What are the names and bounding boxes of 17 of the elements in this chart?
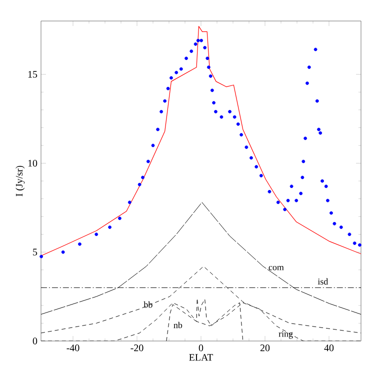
y-tick-label: 0 [32,338,38,344]
series-label: ring [278,330,293,339]
x-tick-label: 0 [198,344,204,352]
y-tick-label: 15 [28,70,38,78]
series-label: isd [318,278,328,285]
series-label: nb [174,322,182,328]
y-tick-label: 5 [33,248,38,256]
series-label: com [268,266,284,270]
x-tick-label: 40 [324,344,334,352]
y-axis-title: I (Jy/sr) [16,166,25,196]
x-tick-label: -20 [130,344,144,352]
x-tick-label: 20 [260,344,270,352]
x-axis-title: ELAT [189,354,214,361]
series-label: bb [144,301,152,308]
x-tick-label: -40 [66,344,80,352]
y-tick-label: 10 [28,160,38,167]
line-series [41,202,361,315]
